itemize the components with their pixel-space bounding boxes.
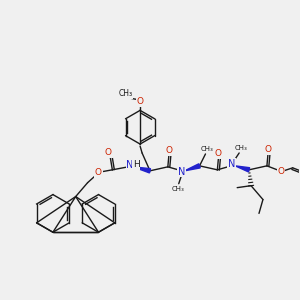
Text: O: O [264,146,272,154]
Text: O: O [277,167,284,176]
Text: N: N [127,160,134,170]
Text: O: O [165,146,172,155]
Text: CH₃: CH₃ [235,145,247,151]
Text: H: H [133,160,140,169]
Text: O: O [95,168,102,177]
Text: N: N [127,160,134,170]
Polygon shape [235,166,250,172]
Text: CH₃: CH₃ [118,89,132,98]
Text: CH₃: CH₃ [171,186,184,192]
Text: CH₃: CH₃ [118,89,132,98]
Text: O: O [105,148,112,158]
Text: CH₃: CH₃ [235,145,247,151]
Text: O: O [95,168,102,177]
Text: H: H [133,160,140,169]
Text: CH₃: CH₃ [201,146,214,152]
Polygon shape [133,167,151,173]
Text: CH₃: CH₃ [171,186,184,192]
Text: O: O [264,146,272,154]
Polygon shape [185,164,200,171]
Text: N: N [178,167,185,177]
Text: N: N [178,167,185,177]
Text: O: O [105,148,112,158]
Text: O: O [136,97,144,106]
Text: O: O [277,167,284,176]
Text: N: N [228,159,235,169]
Text: O: O [215,149,222,158]
Text: O: O [136,97,144,106]
Text: O: O [215,149,222,158]
Text: CH₃: CH₃ [201,146,214,152]
Text: O: O [165,146,172,155]
Text: N: N [228,159,235,169]
